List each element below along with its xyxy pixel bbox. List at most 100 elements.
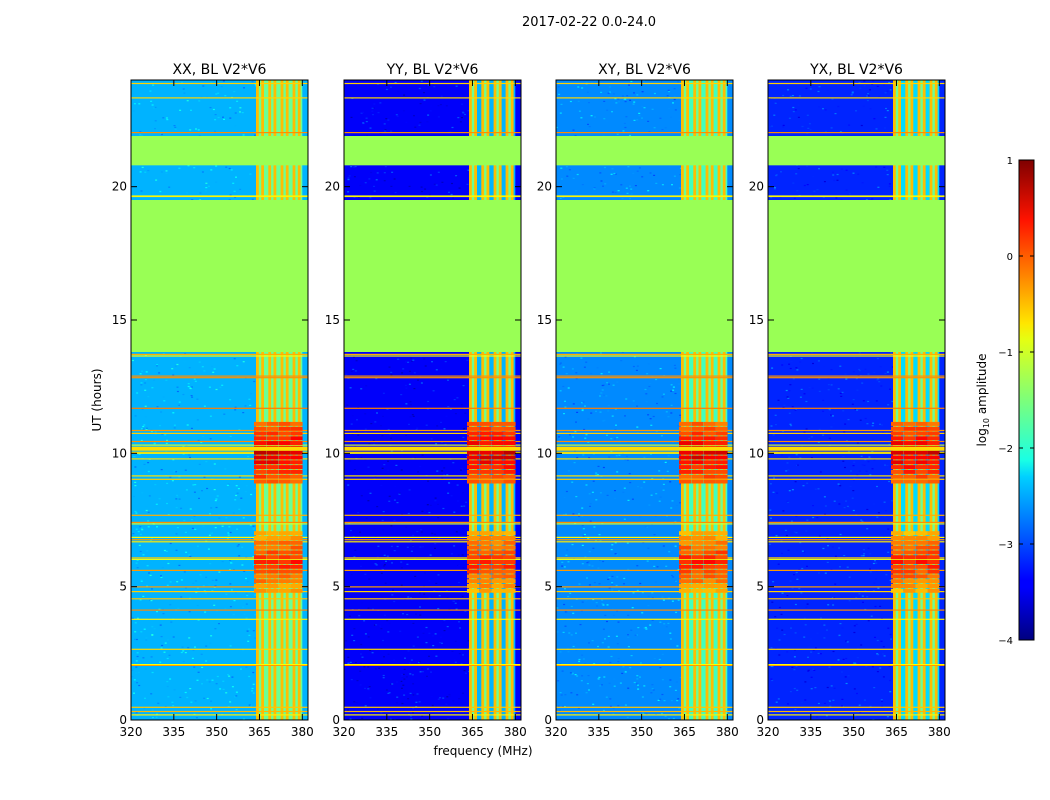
rfi-line: [768, 664, 945, 666]
noise-cell: [833, 179, 836, 182]
noise-cell: [795, 173, 798, 175]
noise-cell: [771, 679, 774, 682]
noise-cell: [571, 544, 574, 546]
noise-cell: [873, 118, 876, 120]
noise-cell: [412, 415, 415, 417]
noise-cell: [597, 567, 600, 569]
noise-cell: [349, 595, 352, 597]
rfi-burst: [691, 465, 704, 470]
rfi-burst: [290, 469, 303, 474]
noise-cell: [585, 82, 588, 84]
colorbar-tick-label: 0: [1007, 252, 1013, 263]
noise-cell: [581, 409, 584, 412]
noise-cell: [227, 612, 230, 615]
noise-cell: [840, 671, 843, 673]
noise-cell: [427, 114, 430, 116]
noise-cell: [598, 676, 601, 678]
rfi-burst: [503, 540, 516, 545]
noise-cell: [582, 528, 585, 530]
rfi-burst: [479, 550, 492, 555]
noise-cell: [653, 127, 656, 129]
noise-cell: [588, 689, 590, 691]
rfi-line: [344, 195, 521, 198]
noise-cell: [233, 91, 236, 93]
noise-cell: [837, 483, 840, 485]
noise-cell: [215, 683, 218, 685]
noise-cell: [151, 626, 154, 628]
rfi-burst: [479, 584, 492, 588]
noise-cell: [465, 672, 467, 674]
noise-cell: [146, 550, 149, 552]
noise-cell: [368, 578, 371, 580]
noise-cell: [200, 134, 203, 136]
noise-cell: [629, 667, 632, 669]
noise-cell: [462, 436, 465, 438]
noise-cell: [433, 183, 436, 185]
rfi-burst: [467, 479, 479, 484]
noise-cell: [376, 172, 379, 174]
noise-cell: [567, 113, 570, 115]
noise-cell: [146, 565, 149, 567]
noise-cell: [612, 93, 615, 95]
rfi-burst: [290, 579, 303, 584]
noise-cell: [400, 680, 403, 682]
noise-cell: [406, 613, 409, 616]
noise-cell: [165, 550, 168, 552]
noise-cell: [449, 408, 452, 410]
rfi-line: [131, 514, 308, 516]
noise-cell: [595, 472, 598, 474]
rfi-burst: [891, 479, 903, 484]
noise-cell: [578, 515, 580, 517]
noise-cell: [139, 599, 142, 601]
noise-cell: [371, 110, 374, 112]
noise-cell: [876, 516, 879, 518]
rfi-burst: [703, 469, 716, 474]
rfi-burst: [254, 540, 266, 545]
rfi-line: [344, 539, 521, 541]
noise-cell: [790, 361, 793, 363]
noise-cell: [135, 666, 138, 668]
noise-cell: [402, 368, 405, 370]
rfi-burst: [691, 545, 704, 550]
colorbar-tick-label: −3: [998, 540, 1013, 551]
noise-cell: [675, 611, 678, 613]
noise-cell: [352, 718, 355, 720]
noise-cell: [827, 545, 829, 547]
noise-cell: [191, 386, 193, 388]
noise-cell: [838, 547, 841, 549]
noise-cell: [801, 445, 804, 448]
noise-cell: [427, 556, 430, 558]
noise-cell: [794, 481, 797, 483]
noise-cell: [614, 553, 617, 555]
noise-cell: [383, 554, 386, 556]
noise-cell: [774, 102, 777, 104]
noise-cell: [188, 454, 191, 456]
noise-cell: [132, 110, 135, 112]
noise-cell: [853, 631, 856, 634]
noise-cell: [367, 500, 370, 502]
noise-cell: [658, 658, 661, 661]
noise-cell: [155, 179, 158, 181]
rfi-burst: [679, 421, 691, 426]
noise-cell: [425, 626, 428, 629]
noise-cell: [878, 381, 881, 383]
noise-cell: [673, 558, 676, 560]
noise-cell: [633, 681, 636, 684]
rfi-line: [344, 353, 521, 355]
noise-cell: [345, 373, 348, 375]
noise-cell: [677, 81, 680, 83]
rfi-burst: [715, 421, 728, 426]
noise-cell: [387, 653, 390, 655]
noise-cell: [173, 470, 176, 472]
noise-cell: [564, 588, 566, 590]
rfi-burst: [503, 460, 516, 465]
rfi-burst: [467, 455, 479, 460]
rfi-channel-gap: [258, 80, 262, 720]
noise-cell: [208, 386, 211, 388]
noise-cell: [601, 684, 603, 686]
rfi-line: [768, 714, 945, 716]
rfi-burst: [254, 460, 266, 465]
noise-cell: [606, 434, 608, 436]
x-tick-label: 320: [333, 725, 356, 739]
noise-cell: [376, 412, 378, 414]
